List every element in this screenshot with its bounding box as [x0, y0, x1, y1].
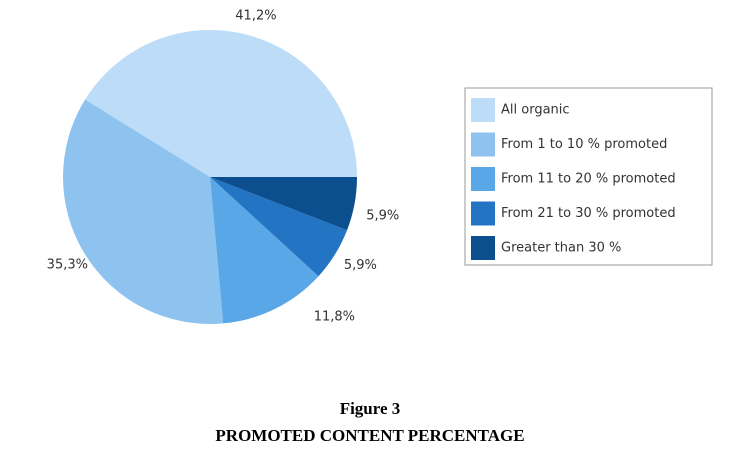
legend-label: From 11 to 20 % promoted	[501, 172, 676, 187]
data-label: 5,9%	[344, 258, 377, 273]
chart-title: PROMOTED CONTENT PERCENTAGE	[215, 426, 524, 445]
legend-label: From 21 to 30 % promoted	[501, 206, 676, 221]
pie-slice	[210, 177, 357, 231]
legend-swatch	[471, 98, 495, 122]
legend-swatch	[471, 201, 495, 226]
legend-label: Greater than 30 %	[501, 241, 621, 256]
legend-box	[464, 87, 713, 266]
data-label: 11,8%	[314, 310, 355, 325]
legend-label: All organic	[501, 103, 570, 118]
data-label: 5,9%	[366, 208, 399, 223]
data-label: 35,3%	[47, 257, 88, 272]
pie-slice	[63, 99, 224, 325]
legend-label: From 1 to 10 % promoted	[501, 137, 667, 152]
legend-swatch	[471, 167, 495, 191]
data-label: 41,2%	[235, 8, 276, 23]
legend-swatch	[471, 236, 495, 260]
pie-slice	[85, 30, 357, 178]
figure-caption: Figure 3	[340, 399, 401, 418]
pie-slice	[210, 177, 319, 324]
legend-swatch	[471, 132, 495, 157]
pie-slice	[210, 177, 348, 277]
